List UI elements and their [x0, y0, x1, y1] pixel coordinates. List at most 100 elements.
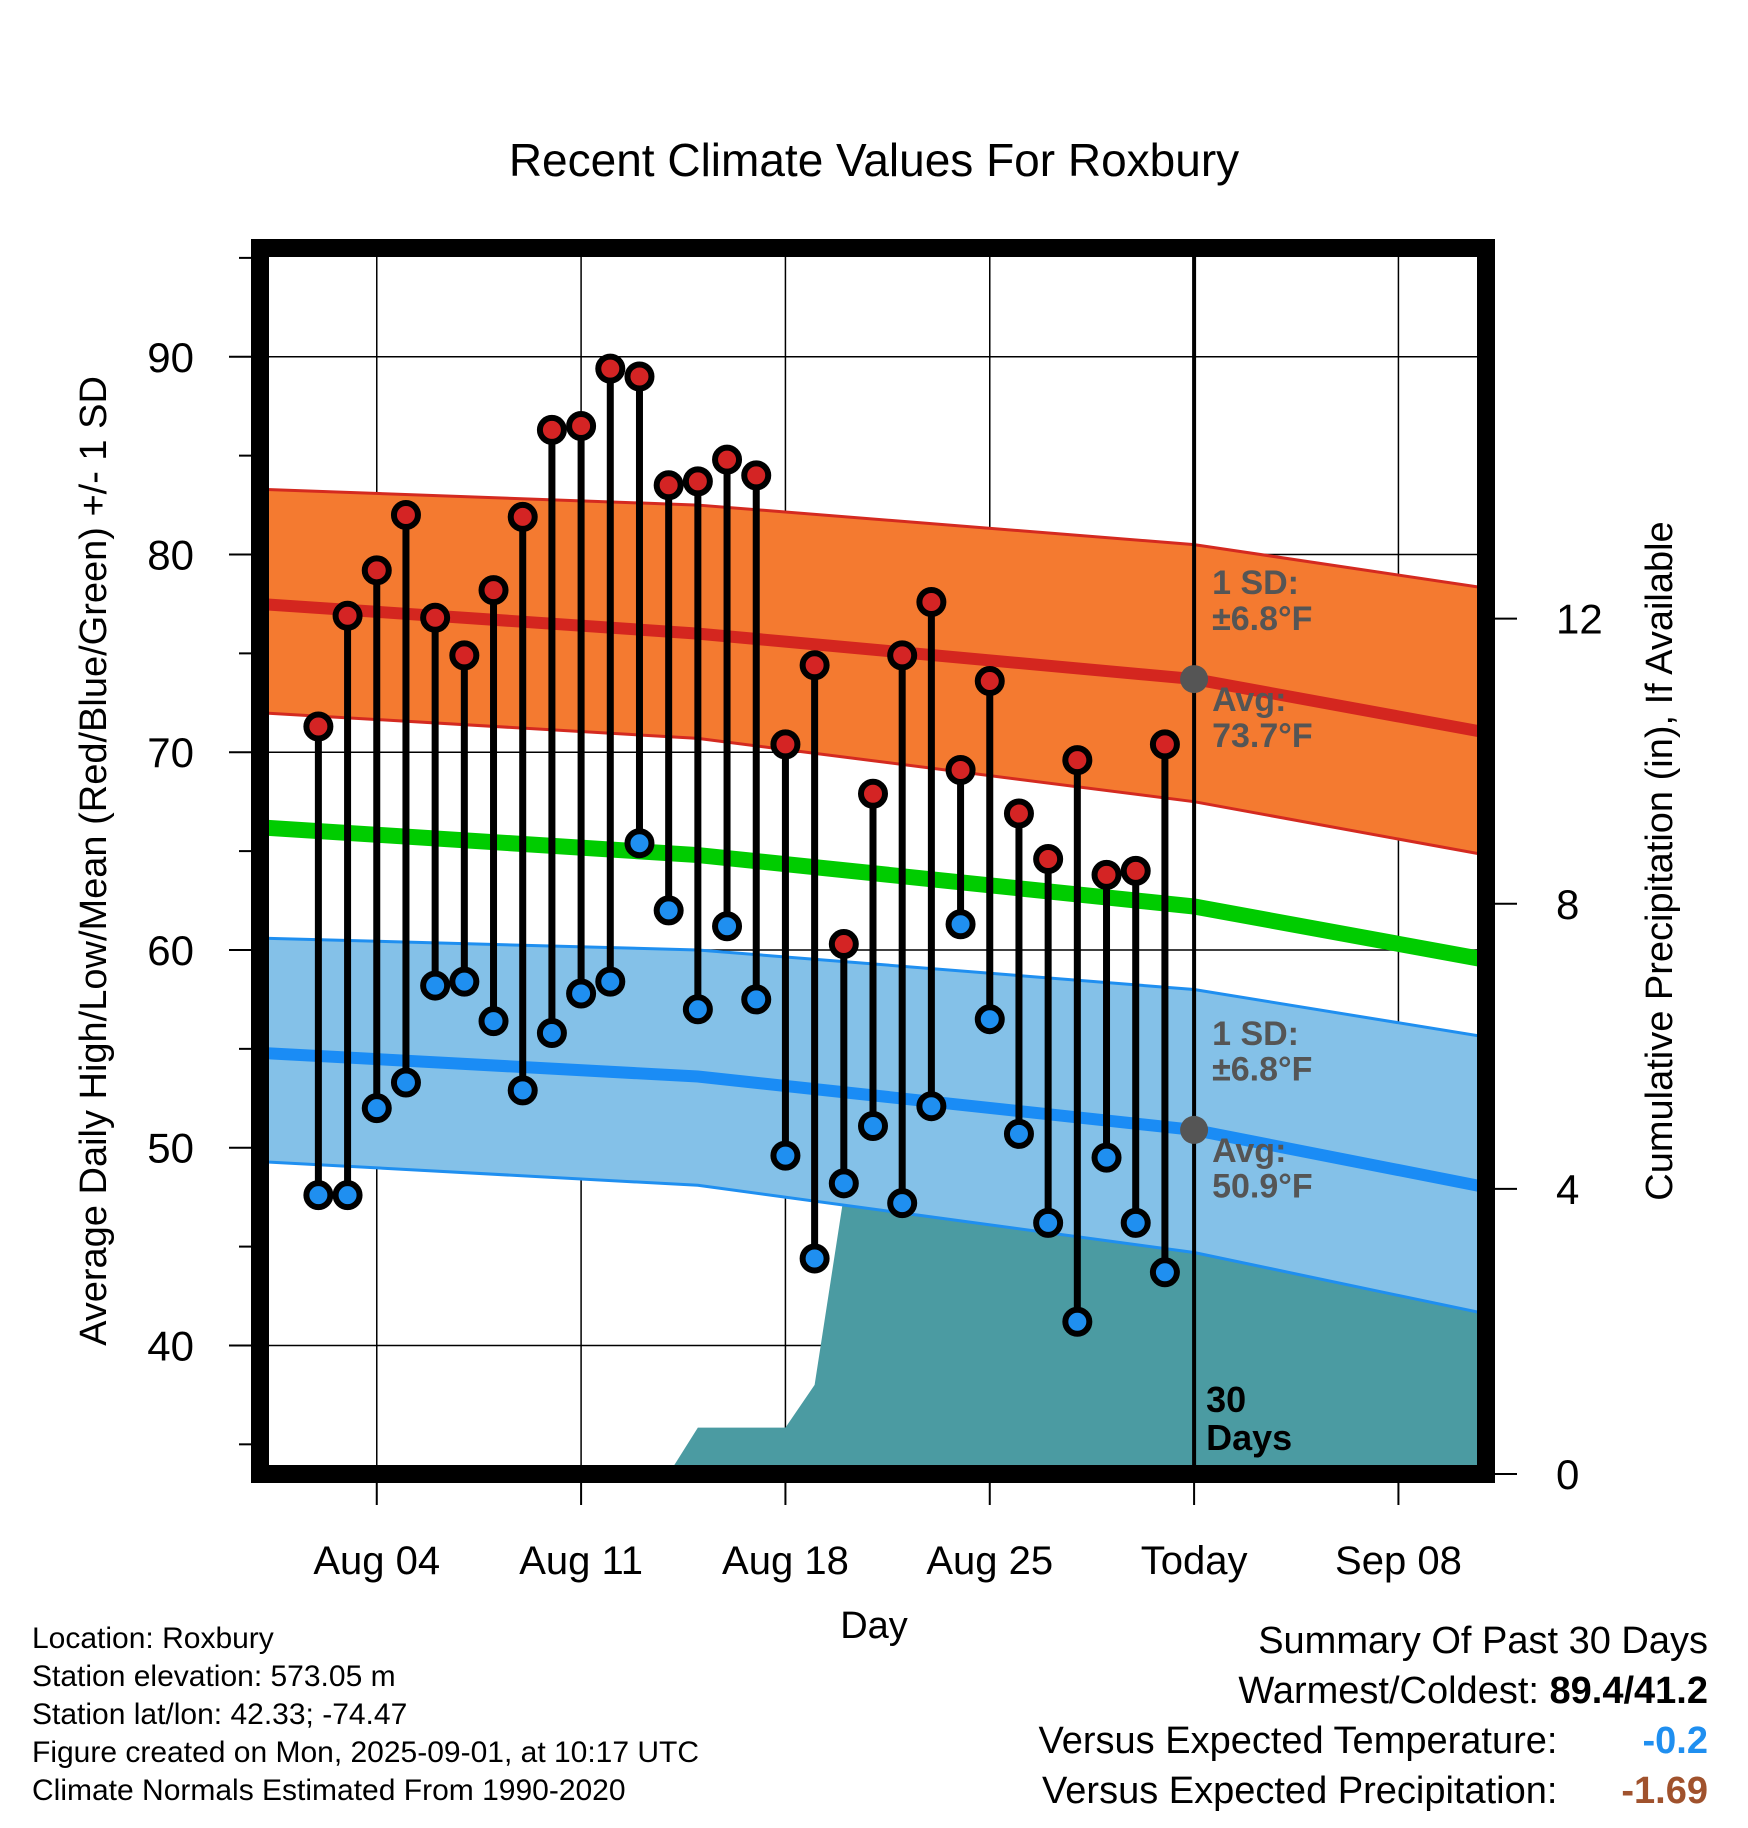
high-point: [741, 460, 772, 491]
station-info: Location: Roxbury Station elevation: 573…: [32, 1620, 699, 1810]
low-point: [828, 1168, 859, 1199]
high-normal-line: [260, 597, 1486, 739]
low-avg-marker: [1180, 1115, 1209, 1144]
low-point: [566, 978, 597, 1009]
high-point: [1091, 859, 1122, 890]
high-point: [916, 586, 947, 617]
warmest-label: Warmest/Coldest:: [1238, 1670, 1539, 1712]
high-point: [1062, 745, 1093, 776]
high-point: [361, 555, 392, 586]
low-point: [595, 966, 626, 997]
temperature-stems-layer: [314, 368, 1169, 1322]
high-sd-band: [260, 489, 1486, 856]
low-point: [361, 1093, 392, 1124]
summary-title: Summary Of Past 30 Days: [1258, 1620, 1708, 1662]
temp-label: Versus Expected Temperature:: [1038, 1720, 1558, 1762]
low-point: [799, 1243, 830, 1274]
high-point: [332, 600, 363, 631]
y-tick-label: 60: [147, 927, 194, 974]
summary-temp-row: Versus Expected Temperature: -0.2: [1039, 1716, 1708, 1766]
x-tick-label: Sep 08: [1335, 1539, 1462, 1583]
low-point: [1033, 1207, 1064, 1238]
chart-title: Recent Climate Values For Roxbury: [509, 134, 1239, 186]
high-point: [828, 929, 859, 960]
high-point: [566, 410, 597, 441]
high-point: [507, 501, 538, 532]
y2-tick-label: 4: [1556, 1166, 1579, 1213]
low-point: [916, 1091, 947, 1122]
summary-precip-row: Versus Expected Precipitation: -1.69: [1039, 1766, 1708, 1816]
low-point: [1003, 1118, 1034, 1149]
low-point: [536, 1018, 567, 1049]
precip-value: -1.69: [1621, 1770, 1708, 1812]
plot-area: 1 SD: ±6.8°F Avg: 73.7°F 1 SD: ±6.8°F Avg: 50.9…: [260, 248, 1486, 1474]
low-point: [741, 984, 772, 1015]
summary-warmest-row: Warmest/Coldest: 89.4/41.2: [1039, 1666, 1708, 1716]
x-tick-label: Aug 04: [313, 1539, 440, 1583]
x-tick-label: Aug 11: [519, 1539, 643, 1583]
high-point: [624, 361, 655, 392]
y2-tick-label: 8: [1556, 881, 1579, 928]
x-axis-label: Day: [840, 1605, 908, 1647]
low-point: [945, 909, 976, 940]
high-point: [390, 499, 421, 530]
x-tick-label: Aug 18: [722, 1539, 849, 1583]
mean-normal-line: [260, 819, 1486, 968]
low-point: [624, 828, 655, 859]
high-point: [945, 755, 976, 786]
low-point: [507, 1075, 538, 1106]
created-text: Figure created on Mon, 2025-09-01, at 10…: [32, 1736, 700, 1769]
low-point: [682, 994, 713, 1025]
low-point: [1062, 1306, 1093, 1337]
low-point: [858, 1110, 888, 1141]
high-sd-upper-line: [260, 487, 1486, 590]
low-sd-upper-line: [260, 936, 1486, 1039]
y2-tick-label: 12: [1556, 596, 1603, 643]
high-point: [1003, 798, 1034, 829]
low-avg-annotation: Avg: 50.9°F: [1212, 1132, 1313, 1206]
high-point: [1033, 844, 1064, 875]
high-point: [974, 666, 1005, 697]
low-sd-annotation: 1 SD: ±6.8°F: [1212, 1015, 1312, 1089]
high-avg-marker: [1180, 665, 1209, 694]
warmest-value: 89.4/41.2: [1549, 1670, 1708, 1712]
temperature-markers-layer: [303, 353, 1180, 1337]
low-point: [478, 1006, 509, 1037]
days-label: 30 Days: [1206, 1379, 1292, 1458]
low-point: [1120, 1207, 1151, 1238]
high-point: [303, 711, 334, 742]
high-point: [449, 640, 480, 671]
high-point: [887, 640, 918, 671]
low-point: [712, 911, 743, 942]
high-point: [420, 602, 451, 633]
annotation-layer: 1 SD: ±6.8°F Avg: 73.7°F 1 SD: ±6.8°F Avg: 50.9…: [1180, 564, 1313, 1458]
high-point: [858, 778, 888, 809]
high-point: [770, 729, 801, 760]
high-point: [799, 650, 830, 681]
axes-layer: 40 50 60 70 80 90 0 4 8 12 Aug 04 Aug 11 Aug 18 Aug 2…: [147, 256, 1603, 1583]
low-point: [974, 1004, 1005, 1035]
y-tick-label: 40: [147, 1322, 194, 1369]
low-point: [390, 1067, 421, 1098]
summary-panel: Summary Of Past 30 Days Warmest/Coldest:…: [1039, 1616, 1708, 1816]
high-sd-annotation: 1 SD: ±6.8°F: [1212, 564, 1312, 638]
y-axis-label: Average Daily High/Low/Mean (Red/Blue/Gr…: [73, 376, 115, 1346]
normals-text: Climate Normals Estimated From 1990-2020: [32, 1774, 626, 1807]
y2-axis-label: Cumulative Precipitation (in), If Availa…: [1639, 521, 1681, 1200]
high-point: [712, 444, 743, 475]
y-tick-label: 70: [147, 729, 194, 776]
high-avg-annotation: Avg: 73.7°F: [1212, 681, 1313, 755]
high-point: [478, 575, 509, 606]
plot-frame: [251, 239, 1495, 1483]
x-tick-label: Aug 25: [926, 1539, 1053, 1583]
precip-label: Versus Expected Precipitation:: [1042, 1770, 1558, 1812]
low-point: [770, 1140, 801, 1171]
latlon-text: Station lat/lon: 42.33; -74.47: [32, 1698, 408, 1731]
low-point: [1149, 1257, 1180, 1288]
high-point: [536, 414, 567, 445]
y2-tick-label: 0: [1556, 1451, 1579, 1498]
high-point: [595, 353, 626, 384]
temp-value: -0.2: [1642, 1720, 1708, 1762]
y-tick-label: 50: [147, 1125, 194, 1172]
